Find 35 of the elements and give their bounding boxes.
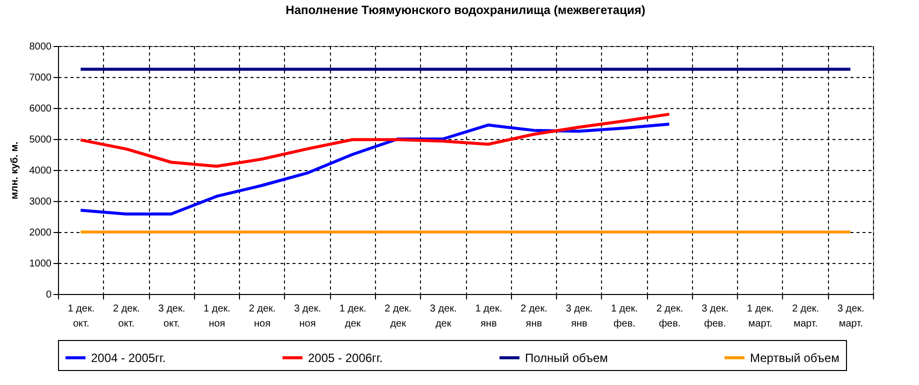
x-tick-label: 1 дек. янв [475, 304, 502, 330]
x-tick-label: 3 дек. окт. [158, 304, 186, 330]
chart-title: Наполнение Тюямуюнского водохранилища (межвегетация) [286, 3, 646, 17]
legend-label: 2004 - 2005гг. [91, 350, 166, 365]
y-tick-label: 4000 [29, 166, 52, 176]
x-tick-label: 2 дек. янв [520, 304, 548, 330]
y-tick-label: 6000 [29, 104, 52, 114]
y-tick-label: 0 [46, 290, 52, 300]
y-axis-title: млн. куб. м. [9, 141, 20, 200]
legend-label: 2005 - 2006гг. [308, 350, 383, 365]
x-tick-label: 2 дек. фев. [656, 304, 684, 330]
x-tick-label: 2 дек. дек [384, 304, 412, 330]
y-tick-label: 3000 [29, 196, 52, 208]
x-tick-label: 2 дек. ноя [248, 304, 276, 330]
legend-label: Мертвый объем [750, 350, 840, 365]
x-tick-label: 3 дек. ноя [294, 304, 321, 330]
x-tick-label: 2 дек. март. [792, 304, 820, 330]
x-tick-label: 3 дек. янв [566, 304, 593, 330]
x-tick-label: 3 дек. фев. [702, 304, 728, 330]
x-tick-label: 3 дек. дек [430, 304, 457, 330]
x-tick-label: 2 дек. окт. [112, 304, 140, 330]
line-series [79, 112, 671, 168]
y-tick-label: 1000 [29, 258, 52, 270]
legend-label: Полный объем [525, 350, 608, 365]
y-tick-label: 7000 [29, 72, 52, 84]
x-tick-label: 3 дек. март. [837, 304, 864, 330]
y-tick-label: 5000 [29, 134, 52, 146]
x-tick-label: 1 дек. фев. [611, 304, 638, 330]
x-tick-label: 1 дек. окт. [68, 304, 95, 330]
line-series [79, 122, 671, 216]
y-tick-label: 8000 [29, 42, 52, 52]
x-tick-label: 1 дек. март. [746, 304, 774, 330]
y-tick-label: 2000 [29, 228, 52, 238]
x-tick-label: 1 дек. ноя [204, 304, 230, 330]
x-tick-label: 1 дек. дек [339, 304, 366, 330]
